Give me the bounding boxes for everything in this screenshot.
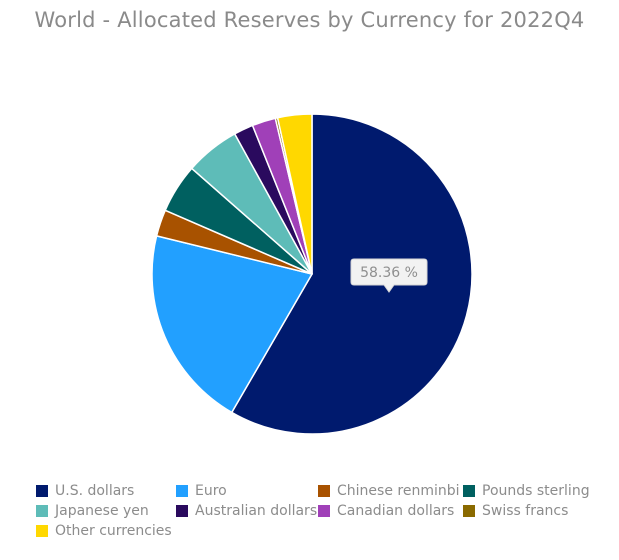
legend-label: Chinese renminbi (337, 483, 460, 499)
legend-label: Pounds sterling (482, 483, 590, 499)
legend-swatch (463, 485, 475, 497)
legend-swatch (463, 505, 475, 517)
legend-label: U.S. dollars (55, 483, 135, 499)
legend-item-other-currencies[interactable]: Other currencies (36, 522, 176, 540)
legend-item-swiss-francs[interactable]: Swiss francs (463, 502, 603, 520)
legend-swatch (318, 505, 330, 517)
legend-swatch (36, 485, 48, 497)
legend-label: Other currencies (55, 523, 172, 539)
legend-item-pounds-sterling[interactable]: Pounds sterling (463, 482, 603, 500)
pie-chart: 58.36 % (151, 113, 473, 435)
tooltip-label: 58.36 % (360, 265, 418, 281)
legend-label: Canadian dollars (337, 503, 455, 519)
legend-item-euro[interactable]: Euro (176, 482, 318, 500)
legend-swatch (36, 505, 48, 517)
tooltip-box (350, 258, 428, 293)
legend-item-australian-dollars[interactable]: Australian dollars (176, 502, 318, 520)
legend-label: Swiss francs (482, 503, 569, 519)
legend-item-u-s-dollars[interactable]: U.S. dollars (36, 482, 176, 500)
legend-item-japanese-yen[interactable]: Japanese yen (36, 502, 176, 520)
legend-item-canadian-dollars[interactable]: Canadian dollars (318, 502, 463, 520)
chart-title: World - Allocated Reserves by Currency f… (34, 8, 585, 32)
tooltip: 58.36 % (350, 258, 428, 293)
pie-slice-other-currencies[interactable] (276, 113, 313, 275)
legend-label: Japanese yen (55, 503, 149, 519)
legend-label: Australian dollars (195, 503, 318, 519)
legend-item-chinese-renminbi[interactable]: Chinese renminbi (318, 482, 463, 500)
legend-swatch (176, 505, 188, 517)
legend: U.S. dollars Euro Chinese renminbi Pounds s… (36, 482, 606, 540)
legend-swatch (36, 525, 48, 537)
legend-label: Euro (195, 483, 227, 499)
legend-swatch (176, 485, 188, 497)
pie-slice-euro[interactable] (151, 235, 313, 414)
legend-swatch (318, 485, 330, 497)
